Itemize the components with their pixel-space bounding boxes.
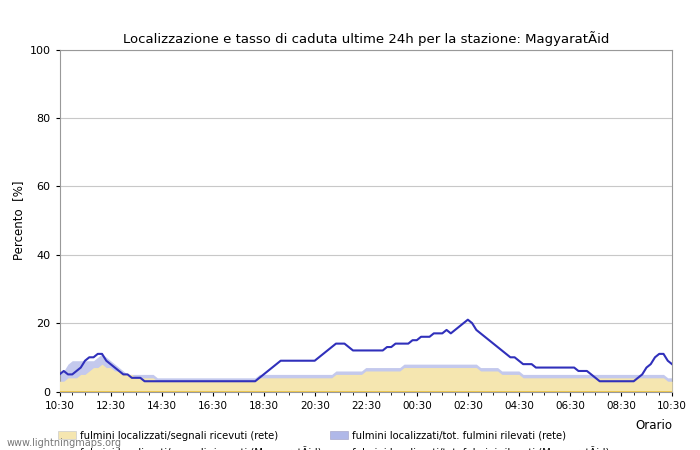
Title: Localizzazione e tasso di caduta ultime 24h per la stazione: MagyaratÃid: Localizzazione e tasso di caduta ultime … <box>122 31 609 45</box>
Text: www.lightningmaps.org: www.lightningmaps.org <box>7 438 122 448</box>
Y-axis label: Percento  [%]: Percento [%] <box>13 181 25 260</box>
Legend: fulmini localizzati/segnali ricevuti (rete), fulmini localizzati/segnali ricevut: fulmini localizzati/segnali ricevuti (re… <box>58 431 609 450</box>
Text: Orario: Orario <box>635 419 672 432</box>
